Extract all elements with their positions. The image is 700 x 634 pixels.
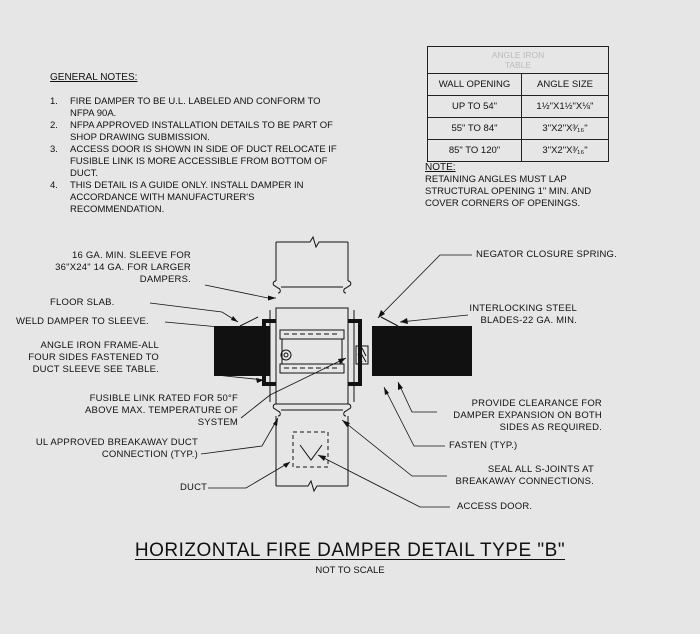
drawing-title: HORIZONTAL FIRE DAMPER DETAIL TYPE "B" — [134, 540, 566, 561]
table-row: 85" TO 120" 3"X2"X³⁄₁₆" — [427, 139, 609, 162]
general-note-item: 1. FIRE DAMPER TO BE U.L. LABELED AND CON… — [50, 96, 321, 119]
access-door — [292, 431, 329, 468]
access-door-hinge — [299, 444, 323, 461]
blade-stack-bottom — [279, 363, 345, 374]
s-joint — [272, 403, 281, 417]
leader-line — [204, 284, 276, 299]
callout-clearance: PROVIDE CLEARANCE FOR DAMPER EXPANSION O… — [453, 398, 602, 433]
lower-break-line — [276, 479, 348, 493]
s-joint — [343, 403, 352, 417]
table-cell: 3"X2"X³⁄₁₆" — [521, 139, 609, 162]
callout-blades: INTERLOCKING STEEL BLADES-22 GA. MIN. — [469, 303, 577, 326]
note-text: RETAINING ANGLES MUST LAP STRUCTURAL OPE… — [425, 174, 592, 209]
blade-stack-top — [279, 329, 345, 340]
callout-seal: SEAL ALL S-JOINTS AT BREAKAWAY CONNECTIO… — [455, 464, 594, 487]
general-note-item: 3. ACCESS DOOR IS SHOWN IN SIDE OF DUCT R… — [50, 144, 337, 179]
callout-sleeve: 16 GA. MIN. SLEEVE FOR 36"X24" 14 GA. FO… — [55, 250, 191, 285]
angle-table-title: ANGLE IRON TABLE — [427, 46, 609, 74]
callout-weld: WELD DAMPER TO SLEEVE. — [16, 316, 149, 327]
callout-angle-iron: ANGLE IRON FRAME-ALL FOUR SIDES FASTENED… — [28, 340, 159, 375]
callout-duct: DUCT — [180, 482, 208, 493]
callout-breakaway: UL APPROVED BREAKAWAY DUCT CONNECTION (T… — [35, 437, 198, 460]
general-note-item: 2. NFPA APPROVED INSTALLATION DETAILS TO … — [50, 120, 333, 143]
callout-fusible-link: FUSIBLE LINK RATED FOR 50°F ABOVE MAX. T… — [85, 393, 238, 428]
callout-fasten: FASTEN (TYP.) — [449, 440, 518, 451]
general-notes-title: GENERAL NOTES: — [50, 72, 138, 83]
floor-slab-right — [372, 326, 472, 376]
angle-iron-table: ANGLE IRON TABLE WALL OPENING ANGLE SIZE… — [427, 46, 609, 162]
s-joint — [272, 280, 281, 294]
general-note-item: 4. THIS DETAIL IS A GUIDE ONLY. INSTALL D… — [50, 180, 304, 215]
damper-sleeve — [275, 307, 349, 405]
callout-access-door: ACCESS DOOR. — [457, 501, 533, 512]
drawing-subtitle: NOT TO SCALE — [315, 565, 385, 576]
callout-floor-slab: FLOOR SLAB. — [50, 297, 115, 308]
note-label: NOTE: — [425, 162, 456, 173]
callout-negator: NEGATOR CLOSURE SPRING. — [476, 249, 617, 260]
closure-spring — [280, 349, 292, 361]
upper-break-line — [276, 235, 348, 249]
general-notes-list: 1. FIRE DAMPER TO BE U.L. LABELED AND CON… — [50, 96, 340, 216]
s-joint — [343, 280, 352, 294]
table-row: UP TO 54" 1½"X1½"X⅛" — [427, 95, 609, 118]
floor-slab-left — [214, 326, 270, 376]
